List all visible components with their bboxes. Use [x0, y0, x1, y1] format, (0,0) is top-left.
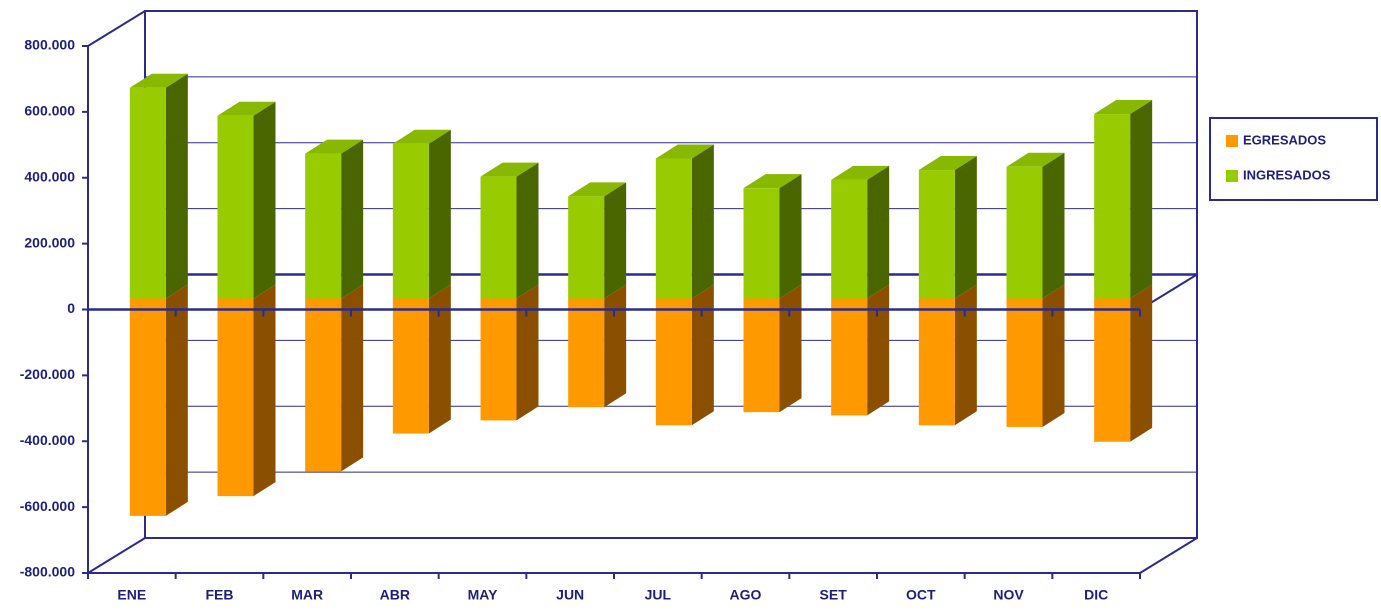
bar-side: [253, 101, 276, 299]
bar-top: [305, 139, 364, 154]
bar-side: [691, 284, 714, 426]
y-tick-label: -200.000: [20, 366, 75, 382]
bar: [743, 188, 780, 299]
bar-top: [831, 165, 890, 180]
bar: [1006, 166, 1043, 299]
bar: [1094, 114, 1131, 299]
bar: [305, 298, 342, 472]
legend-swatch: [1226, 135, 1238, 147]
bar-top: [480, 162, 539, 177]
bar: [217, 298, 254, 497]
legend-label: INGRESADOS: [1243, 167, 1331, 182]
bar: [129, 298, 166, 516]
bar-side: [779, 284, 802, 413]
bar: [918, 298, 955, 426]
x-tick-label: FEB: [206, 587, 234, 603]
y-tick-label: -800.000: [20, 564, 75, 580]
legend-box: [1209, 117, 1378, 201]
x-tick-label: ABR: [380, 587, 410, 603]
x-tick-label: AGO: [730, 587, 762, 603]
bar-side: [516, 162, 539, 299]
bar: [918, 170, 955, 299]
bar-side: [604, 182, 627, 299]
x-tick-label: OCT: [906, 587, 936, 603]
x-tick-label: SET: [820, 587, 848, 603]
bar-top: [129, 73, 188, 88]
bar-side: [1130, 284, 1153, 442]
bar-top: [217, 101, 276, 116]
bar-side: [867, 165, 890, 299]
bar-side: [1042, 152, 1065, 299]
bar-side: [428, 284, 451, 434]
bar: [392, 143, 429, 299]
bar-side: [428, 129, 451, 299]
x-tick-label: MAR: [291, 587, 323, 603]
bar-top: [1094, 100, 1153, 115]
bar-top: [568, 182, 627, 197]
bar: [480, 298, 517, 421]
bar-side: [604, 284, 627, 408]
bar-side: [954, 284, 977, 426]
bar-side: [516, 284, 539, 421]
bar-top: [918, 156, 977, 171]
y-tick-label: -600.000: [20, 498, 75, 514]
y-tick-label: 200.000: [24, 234, 75, 250]
legend-label: EGRESADOS: [1243, 132, 1326, 147]
legend-swatch: [1226, 170, 1238, 182]
bar: [1094, 298, 1131, 442]
bar: [217, 115, 254, 299]
bar-side: [1130, 100, 1153, 299]
y-tick-label: 400.000: [24, 168, 75, 184]
bar: [743, 298, 780, 413]
bar: [1006, 298, 1043, 427]
y-tick-label: 600.000: [24, 103, 75, 119]
bar-side: [341, 284, 364, 472]
x-tick-label: ENE: [117, 587, 146, 603]
bar: [568, 196, 605, 299]
left-edge: [87, 10, 146, 47]
x-tick-label: JUN: [556, 587, 584, 603]
bar: [655, 158, 692, 299]
bar-side: [165, 73, 188, 299]
bar: [655, 298, 692, 426]
x-tick-label: JUL: [645, 587, 672, 603]
floor-right: [1139, 537, 1198, 574]
bar-side: [779, 174, 802, 299]
floor-left: [87, 537, 146, 574]
bar: [129, 87, 166, 299]
x-tick-label: DIC: [1084, 587, 1108, 603]
y-tick-label: 800.000: [24, 37, 75, 53]
bar-side: [253, 284, 276, 497]
bar: [831, 298, 868, 416]
y-tick-label: 0: [67, 300, 75, 316]
x-tick-label: NOV: [993, 587, 1024, 603]
bar: [305, 153, 342, 299]
bar-side: [867, 284, 890, 416]
bar-top: [392, 129, 451, 144]
bar-side: [341, 139, 364, 299]
bar-top: [655, 144, 714, 159]
bar-side: [691, 144, 714, 299]
bar-side: [165, 284, 188, 516]
y-tick-label: -400.000: [20, 432, 75, 448]
bar-side: [954, 156, 977, 299]
bar: [392, 298, 429, 434]
bar-top: [743, 174, 802, 189]
bar: [568, 298, 605, 408]
bar-top: [1006, 152, 1065, 167]
bar: [831, 179, 868, 299]
bar: [480, 176, 517, 299]
x-tick-label: MAY: [468, 587, 498, 603]
bar-side: [1042, 284, 1065, 427]
